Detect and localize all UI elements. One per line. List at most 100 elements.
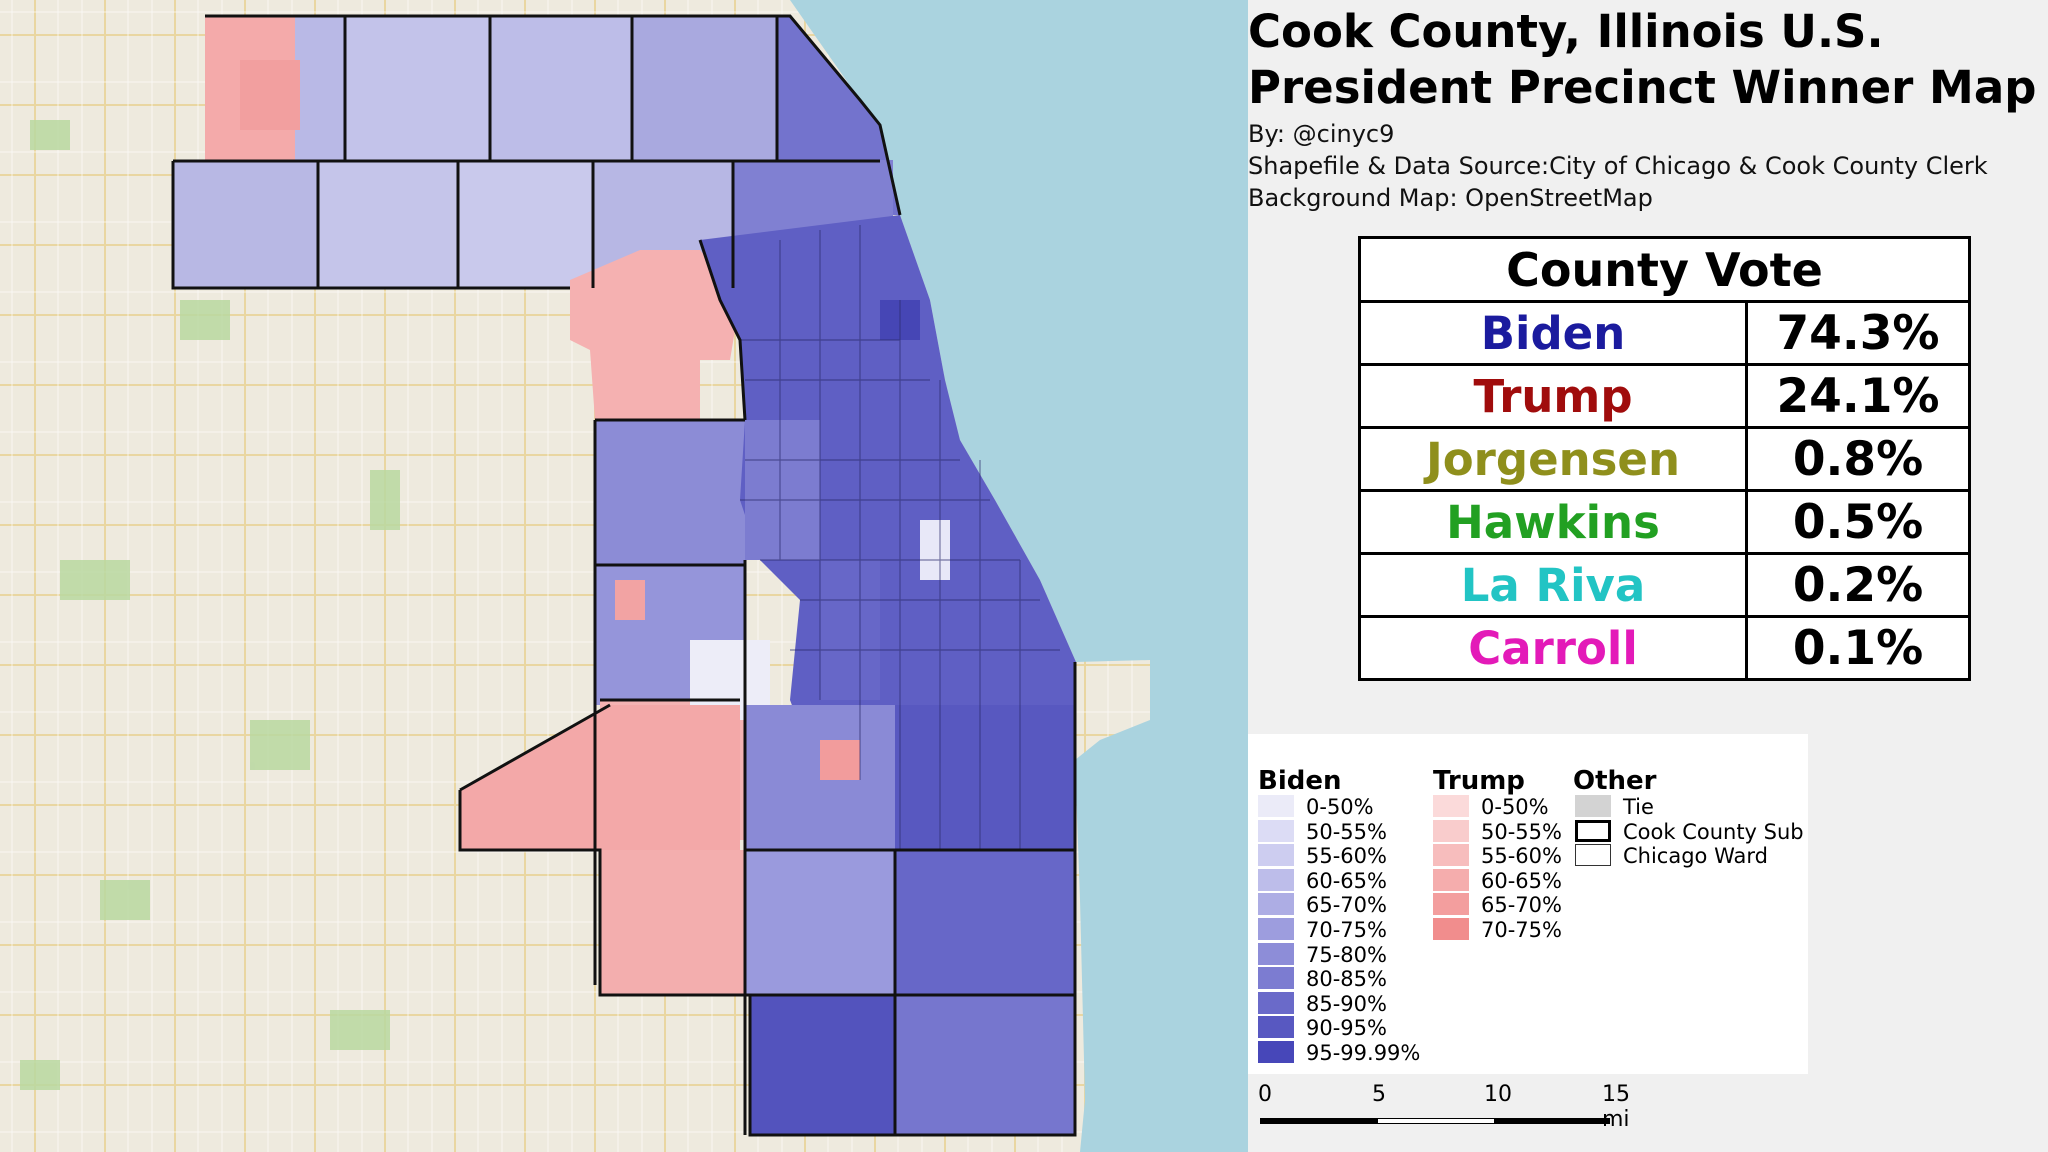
legend-swatch	[1258, 819, 1294, 842]
legend-swatch	[1433, 918, 1469, 940]
legend-item-label: 0-50%	[1481, 795, 1549, 819]
legend-swatch	[1433, 795, 1469, 817]
legend-swatch	[1433, 868, 1469, 891]
legend-item-biden: 55-60%	[1258, 844, 1387, 868]
cook-county-sub-outlines	[171, 14, 1077, 1137]
map-legend: Biden Trump Other 0-50% 50-55% 55-60% 60-65…	[1248, 734, 1808, 1074]
legend-item-biden: 65-70%	[1258, 893, 1387, 917]
legend-swatch	[1258, 795, 1294, 817]
legend-item-other: Chicago Ward	[1575, 844, 1768, 868]
map-title-line1: Cook County, Illinois U.S.	[1248, 5, 1884, 58]
legend-item-other: Tie	[1575, 795, 1654, 819]
scale-label-10: 10	[1484, 1082, 1512, 1107]
map-parks	[20, 120, 400, 1090]
candidate-name: Trump	[1358, 363, 1748, 429]
scale-bar-segment	[1378, 1119, 1494, 1123]
candidate-name: Biden	[1358, 300, 1748, 366]
precinct-map[interactable]	[0, 0, 1248, 1152]
vote-row-trump: Trump 24.1%	[1358, 363, 1971, 429]
candidate-name: Carroll	[1358, 615, 1748, 681]
map-title-line2: President Precinct Winner Map	[1248, 61, 2037, 114]
legend-swatch	[1258, 942, 1294, 965]
vote-row-la-riva: La Riva 0.2%	[1358, 552, 1971, 618]
legend-item-biden: 85-90%	[1258, 991, 1387, 1016]
legend-item-label: 65-70%	[1306, 893, 1387, 918]
candidate-pct: 0.1%	[1745, 615, 1971, 681]
candidate-pct: 0.5%	[1745, 489, 1971, 555]
legend-item-biden: 50-55%	[1258, 819, 1387, 844]
legend-swatch	[1433, 819, 1469, 842]
scale-label-5: 5	[1372, 1082, 1386, 1107]
legend-other-title: Other	[1573, 766, 1657, 796]
county-vote-table: County Vote Biden 74.3% Trump 24.1% Jorg…	[1358, 236, 1971, 681]
candidate-pct: 0.8%	[1745, 426, 1971, 492]
background-map-credit: Background Map: OpenStreetMap	[1248, 184, 1653, 212]
legend-item-label: Cook County Sub	[1623, 819, 1804, 844]
candidate-pct: 24.1%	[1745, 363, 1971, 429]
candidate-pct: 0.2%	[1745, 552, 1971, 618]
legend-item-label: 85-90%	[1306, 991, 1387, 1016]
scale-bar: 0 5 10 15 mi	[1258, 1082, 1630, 1132]
legend-item-label: 90-95%	[1306, 1016, 1387, 1041]
candidate-name: Jorgensen	[1358, 426, 1748, 492]
legend-item-biden: 70-75%	[1258, 918, 1387, 942]
legend-swatch	[1258, 918, 1294, 940]
legend-item-label: 75-80%	[1306, 942, 1387, 967]
vote-row-biden: Biden 74.3%	[1358, 300, 1971, 366]
legend-item-label: Tie	[1623, 795, 1654, 819]
legend-swatch	[1258, 1041, 1294, 1063]
legend-item-trump: 60-65%	[1433, 868, 1562, 893]
legend-item-label: 70-75%	[1306, 918, 1387, 942]
legend-swatch	[1258, 893, 1294, 916]
legend-item-biden: 75-80%	[1258, 942, 1387, 967]
legend-item-biden: 0-50%	[1258, 795, 1374, 819]
legend-item-label: 95-99.99%	[1306, 1041, 1421, 1065]
legend-item-biden: 90-95%	[1258, 1016, 1387, 1040]
vote-row-carroll: Carroll 0.1%	[1358, 615, 1971, 681]
legend-item-label: 0-50%	[1306, 795, 1374, 819]
legend-item-label: Chicago Ward	[1623, 844, 1768, 869]
legend-swatch	[1258, 991, 1294, 1014]
legend-swatch	[1575, 844, 1611, 867]
legend-item-biden: 95-99.99%	[1258, 1041, 1420, 1065]
cook-county-fill	[173, 16, 1076, 1135]
candidate-name: Hawkins	[1358, 489, 1748, 555]
legend-item-biden: 60-65%	[1258, 868, 1387, 893]
scale-label-0: 0	[1258, 1082, 1272, 1107]
legend-item-trump: 0-50%	[1433, 795, 1549, 819]
legend-item-trump: 65-70%	[1433, 893, 1562, 917]
data-source-credit: Shapefile & Data Source:City of Chicago …	[1248, 152, 1988, 180]
legend-item-biden: 80-85%	[1258, 967, 1387, 991]
legend-item-label: 70-75%	[1481, 918, 1562, 942]
legend-item-label: 80-85%	[1306, 967, 1387, 992]
legend-item-label: 50-55%	[1481, 819, 1562, 844]
legend-swatch	[1258, 868, 1294, 891]
candidate-pct: 74.3%	[1745, 300, 1971, 366]
vote-row-hawkins: Hawkins 0.5%	[1358, 489, 1971, 555]
vote-row-jorgensen: Jorgensen 0.8%	[1358, 426, 1971, 492]
scale-bar-line	[1260, 1118, 1610, 1124]
legend-item-trump: 55-60%	[1433, 844, 1562, 868]
legend-item-label: 50-55%	[1306, 819, 1387, 844]
legend-swatch	[1575, 819, 1611, 842]
map-title: Cook County, Illinois U.S. President Pre…	[1248, 4, 2038, 116]
legend-item-label: 65-70%	[1481, 893, 1562, 918]
legend-item-trump: 70-75%	[1433, 918, 1562, 942]
county-vote-header: County Vote	[1358, 236, 1971, 303]
candidate-name: La Riva	[1358, 552, 1748, 618]
legend-swatch	[1258, 967, 1294, 990]
legend-item-other: Cook County Sub	[1575, 819, 1804, 844]
legend-swatch	[1258, 1016, 1294, 1039]
legend-item-label: 55-60%	[1306, 844, 1387, 869]
legend-item-label: 60-65%	[1481, 868, 1562, 893]
scale-label-15mi: 15 mi	[1602, 1082, 1630, 1132]
legend-biden-title: Biden	[1258, 766, 1342, 796]
legend-swatch	[1258, 844, 1294, 867]
legend-swatch	[1433, 893, 1469, 916]
legend-item-label: 60-65%	[1306, 868, 1387, 893]
legend-item-label: 55-60%	[1481, 844, 1562, 869]
legend-swatch	[1575, 795, 1611, 817]
chicago-ward-lines	[740, 225, 1060, 850]
legend-item-trump: 50-55%	[1433, 819, 1562, 844]
legend-swatch	[1433, 844, 1469, 867]
